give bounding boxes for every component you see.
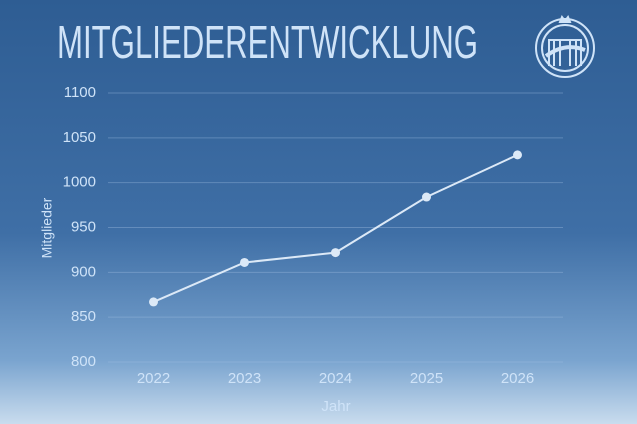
point — [513, 150, 522, 160]
point — [240, 257, 249, 267]
y-tick-label: 950 — [71, 218, 96, 235]
x-tick-label: 2026 — [501, 370, 534, 387]
point — [422, 192, 431, 202]
point — [149, 297, 158, 307]
x-tick-label: 2024 — [319, 370, 352, 387]
y-axis-label: Mitglieder — [39, 197, 55, 258]
logo — [535, 14, 595, 78]
x-axis-label: Jahr — [321, 398, 350, 415]
y-tick-label: 800 — [71, 353, 96, 370]
y-tick-label: 1050 — [63, 129, 96, 146]
y-tick-label: 850 — [71, 308, 96, 325]
x-tick-label: 2022 — [137, 370, 170, 387]
point — [331, 248, 340, 258]
x-tick-label: 2023 — [228, 370, 261, 387]
x-tick-label: 2025 — [410, 370, 443, 387]
y-tick-label: 1000 — [63, 174, 96, 191]
chart-title: MITGLIEDERENTWICKLUNG — [57, 16, 478, 68]
y-tick-label: 900 — [71, 263, 96, 280]
y-tick-label: 1100 — [64, 84, 96, 101]
